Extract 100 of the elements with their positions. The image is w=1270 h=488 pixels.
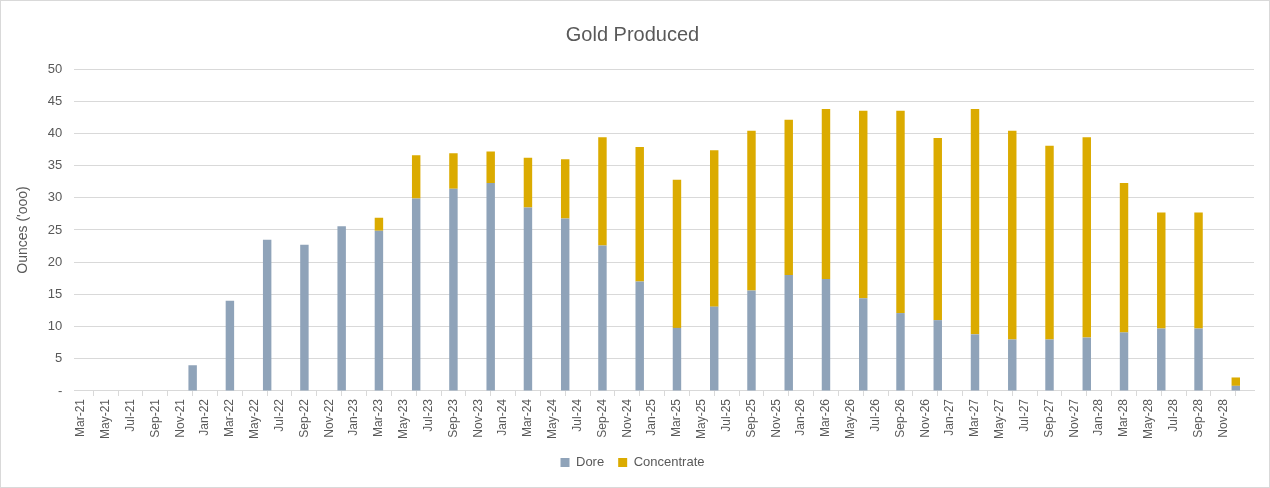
bar (1008, 130, 1017, 340)
x-tick-label: Jul-26 (867, 398, 882, 432)
x-tick-label: Sep-21 (147, 398, 162, 438)
x-tick-label: May-22 (247, 398, 262, 439)
bar (933, 320, 942, 391)
bar (1082, 137, 1091, 338)
x-tick-label: May-26 (843, 398, 858, 439)
x-tick-label: Mar-22 (222, 398, 237, 437)
x-tick-label: May-27 (992, 398, 1007, 439)
x-tick-label: May-28 (1141, 398, 1156, 439)
x-tick-label: Jul-21 (122, 398, 137, 432)
bar (523, 157, 533, 208)
x-tick-label: Sep-22 (296, 398, 311, 438)
x-tick-label: Jul-23 (420, 398, 435, 432)
bar (560, 218, 570, 391)
x-tick-label: May-25 (694, 398, 709, 439)
bar (1045, 145, 1054, 340)
x-tick-label: Jul-24 (569, 398, 584, 432)
bar (262, 239, 272, 391)
bar (970, 334, 980, 391)
bar (635, 281, 644, 391)
y-tick-label: 45 (47, 92, 63, 108)
x-tick-label: Jan-24 (495, 398, 510, 436)
bar (896, 110, 905, 314)
y-tick-label: 35 (47, 157, 63, 173)
legend-label: Concentrate (633, 454, 705, 470)
x-tick-label: Sep-28 (1190, 398, 1205, 438)
y-tick-label: 20 (47, 253, 63, 269)
bar (560, 159, 570, 219)
x-tick-label: Mar-26 (818, 398, 833, 437)
x-tick-label: Nov-21 (172, 398, 187, 438)
x-tick-label: Nov-22 (321, 398, 336, 438)
bar (672, 327, 682, 391)
bar (747, 130, 756, 291)
bar (449, 153, 458, 189)
bar (225, 300, 235, 391)
bar (859, 298, 868, 391)
x-tick-label: Sep-23 (445, 398, 460, 438)
x-tick-label: Nov-25 (768, 398, 783, 438)
bar (188, 365, 197, 391)
bar (1231, 377, 1241, 386)
x-tick-label: Sep-26 (892, 398, 907, 438)
bar (1157, 212, 1166, 329)
x-tick-label: Mar-28 (1116, 398, 1131, 437)
bar (747, 290, 756, 391)
x-tick-label: Nov-23 (470, 398, 485, 438)
bar (1194, 328, 1203, 391)
x-tick-label: Mar-27 (967, 398, 982, 437)
x-tick-label: Sep-25 (743, 398, 758, 438)
y-tick-label: 5 (55, 350, 63, 366)
x-tick-label: Mar-23 (371, 398, 386, 437)
bar (784, 119, 793, 276)
bar (411, 155, 421, 199)
x-tick-label: Jan-23 (346, 398, 361, 436)
bar (710, 150, 719, 307)
x-tick-label: Nov-27 (1066, 398, 1081, 438)
bar (821, 278, 831, 391)
x-tick-label: Jan-25 (644, 398, 659, 436)
x-tick-label: Nov-28 (1215, 398, 1230, 438)
bar (1157, 328, 1166, 391)
bar (337, 226, 346, 391)
bar (784, 275, 793, 391)
x-tick-label: May-21 (98, 398, 113, 439)
y-tick-label: 10 (47, 318, 63, 334)
x-tick-label: Nov-26 (917, 398, 932, 438)
x-tick-label: May-23 (396, 398, 411, 439)
x-tick-label: Jul-22 (271, 398, 286, 432)
bar (486, 182, 495, 391)
bar (300, 244, 309, 391)
x-tick-label: Sep-24 (594, 398, 609, 438)
bar (635, 146, 644, 282)
bar (598, 137, 607, 246)
x-tick-label: Jan-22 (197, 398, 212, 436)
bar (1119, 332, 1129, 391)
x-tick-label: Mar-24 (520, 398, 535, 437)
x-tick-label: Jul-28 (1166, 398, 1181, 432)
x-tick-label: Mar-21 (73, 398, 88, 437)
x-tick-label: May-24 (545, 398, 560, 439)
x-tick-label: Nov-24 (619, 398, 634, 438)
legend-label: Dore (576, 454, 605, 470)
bar (598, 245, 607, 391)
y-tick-label: 15 (47, 285, 63, 301)
bar (486, 151, 495, 183)
bar (672, 179, 682, 328)
bar (449, 188, 458, 391)
x-tick-label: Sep-27 (1041, 398, 1056, 438)
bar (374, 217, 384, 231)
bar (859, 110, 868, 299)
bar (1082, 337, 1091, 391)
bar (374, 230, 384, 391)
bar (970, 108, 980, 335)
bar (523, 207, 533, 391)
bar (933, 137, 942, 321)
bar (1008, 339, 1017, 391)
x-tick-label: Mar-25 (669, 398, 684, 437)
bar (710, 306, 719, 391)
y-tick-label: - (57, 382, 63, 398)
bar (411, 198, 421, 391)
y-axis-title: Ounces ('ooo) (14, 186, 31, 274)
bar (1194, 212, 1203, 329)
